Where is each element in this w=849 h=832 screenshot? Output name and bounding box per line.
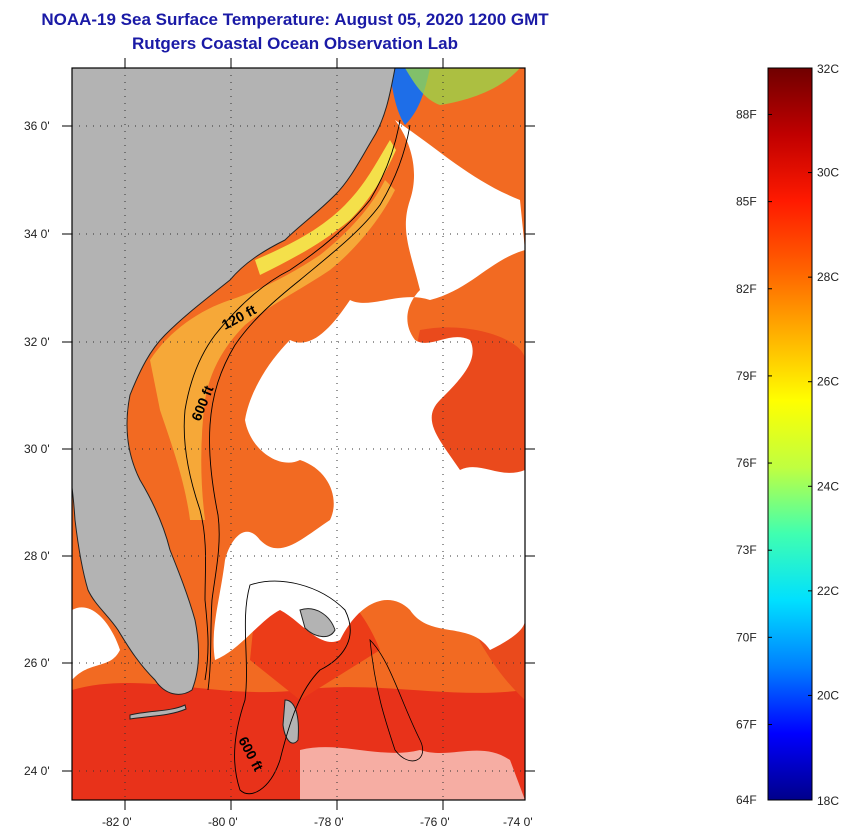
northeast-mixed <box>405 68 520 105</box>
colorbar-fahrenheit-label: 88F <box>736 107 757 121</box>
contour-bahamas-inner <box>369 638 424 762</box>
lon-label: -76 0' <box>420 815 450 829</box>
land-us-east <box>72 68 396 695</box>
lon-label: -80 0' <box>208 815 238 829</box>
lat-label: 36 0' <box>24 119 50 133</box>
contour-bahamas <box>234 580 351 795</box>
nearshore-cool <box>255 140 396 275</box>
colorbar-fahrenheit-label: 82F <box>736 282 757 296</box>
colorbar-fahrenheit-label: 67F <box>736 717 757 731</box>
colorbar-celsius-label: 28C <box>817 270 839 284</box>
colorbar-fahrenheit-label: 79F <box>736 369 757 383</box>
colorbar-celsius-label: 30C <box>817 166 839 180</box>
colorbar-fahrenheit-label: 70F <box>736 630 757 644</box>
lat-label: 30 0' <box>24 442 50 456</box>
colorbar-celsius-label: 24C <box>817 479 839 493</box>
colorbar-fahrenheit-label: 64F <box>736 793 757 807</box>
lat-label: 32 0' <box>24 335 50 349</box>
contour-120ft <box>183 119 401 681</box>
lon-label: -78 0' <box>314 815 344 829</box>
map-frame <box>71 67 526 801</box>
lat-label: 24 0' <box>24 764 50 778</box>
colorbar-fahrenheit-label: 85F <box>736 195 757 209</box>
lon-label: -82 0' <box>102 815 132 829</box>
lat-label: 34 0' <box>24 227 50 241</box>
colorbar-fahrenheit-label: 76F <box>736 456 757 470</box>
shelf-water <box>150 180 395 520</box>
lat-label: 26 0' <box>24 656 50 670</box>
colorbar-celsius-label: 22C <box>817 584 839 598</box>
cloud-cover <box>213 120 525 660</box>
contour-600ft <box>207 124 411 691</box>
land-bahamas-1 <box>299 608 336 637</box>
land-keys <box>129 704 187 720</box>
chart-subtitle: Rutgers Coastal Ocean Observation Lab <box>132 34 458 53</box>
cloud-cover-west <box>72 607 120 680</box>
colorbar-gradient <box>767 67 813 801</box>
colorbar-celsius-label: 20C <box>817 688 839 702</box>
graticule <box>72 68 525 800</box>
colorbar-fahrenheit-label: 73F <box>736 543 757 557</box>
cloud-cover-south <box>300 747 525 800</box>
colorbar-celsius-top: 32C <box>817 62 839 76</box>
chart-title: NOAA-19 Sea Surface Temperature: August … <box>41 10 549 29</box>
lon-label: -74 0' <box>503 815 533 829</box>
colorbar-celsius-label: 26C <box>817 375 839 389</box>
tick-marks <box>62 58 535 810</box>
colorbar-celsius-bottom: 18C <box>817 794 839 808</box>
lat-label: 28 0' <box>24 549 50 563</box>
colorbar-ticks <box>768 113 812 801</box>
map-imagery <box>72 68 525 800</box>
